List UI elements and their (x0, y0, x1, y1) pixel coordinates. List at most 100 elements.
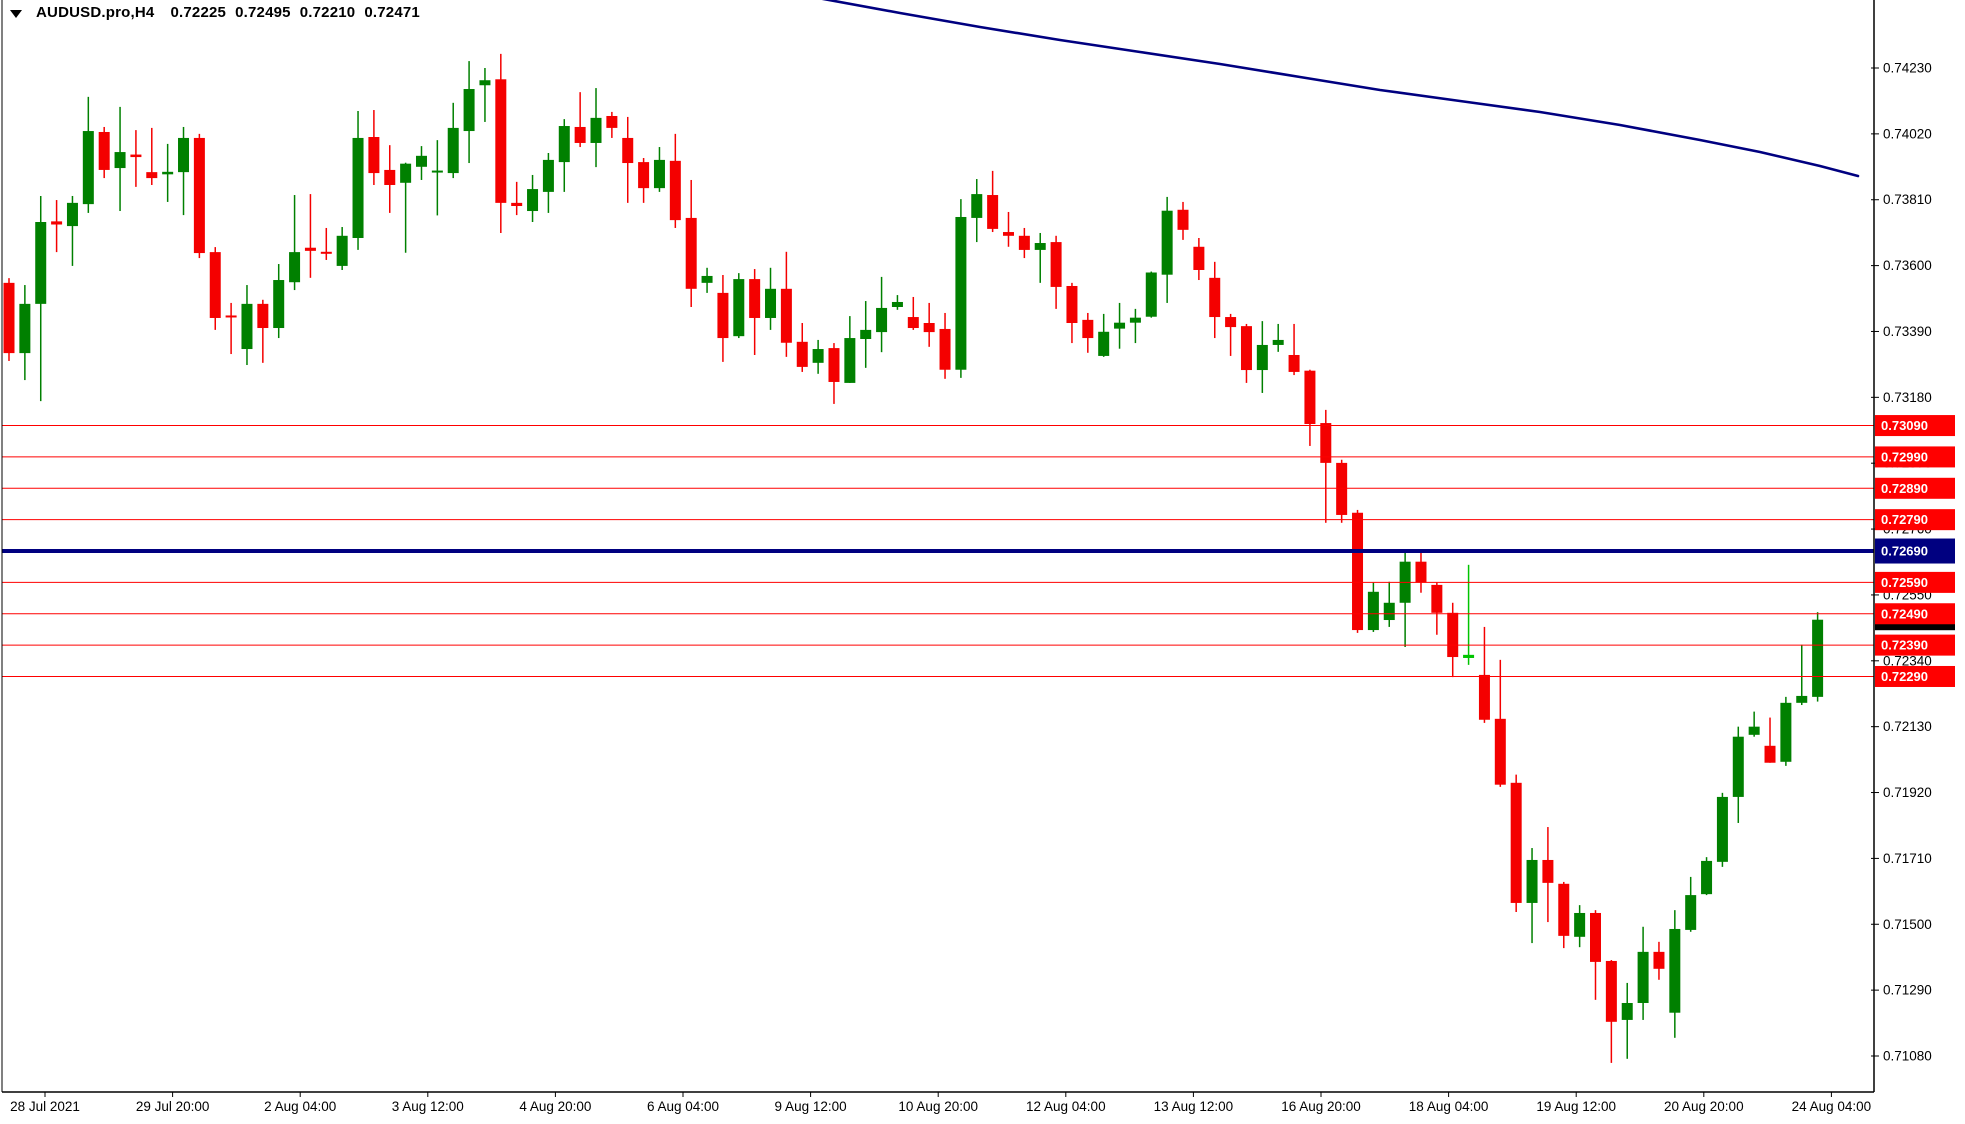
candle-body (1304, 370, 1316, 424)
candle (987, 170, 999, 233)
price-line-tag (1875, 603, 1955, 625)
candle-body (1494, 718, 1506, 785)
price-line-tag-label: 0.72490 (1881, 606, 1928, 621)
candle-body (1225, 317, 1237, 328)
candle-body (812, 349, 824, 363)
candle (225, 302, 237, 355)
candle-body (1002, 232, 1014, 236)
candle-body (891, 301, 903, 308)
candle (606, 111, 618, 138)
candle-body (1637, 951, 1649, 1003)
price-line-tags: 0.73090 0.72990 0.72890 0.72790 0.72690 0.725… (1875, 415, 1955, 687)
time-axis-label: 2 Aug 04:00 (264, 1099, 336, 1114)
candles-layer (3, 53, 1824, 1063)
candle (1478, 626, 1490, 723)
candle (1209, 261, 1221, 339)
candle (1225, 313, 1237, 356)
price-axis-label: 0.71500 (1883, 917, 1932, 932)
candle-body (1716, 796, 1728, 862)
candle (1399, 550, 1411, 647)
candle (971, 179, 983, 243)
candle (685, 179, 697, 308)
candle-body (558, 126, 570, 163)
candle (479, 68, 491, 122)
candle-body (860, 329, 872, 339)
candle (955, 199, 967, 378)
candle-body (1732, 736, 1744, 797)
candle (1415, 552, 1427, 593)
candle-body (1605, 960, 1617, 1022)
candle (289, 195, 301, 291)
candle-body (114, 152, 126, 169)
moving-average-line[interactable] (818, 0, 1860, 178)
price-line-tag-label: 0.72290 (1881, 669, 1928, 684)
candle-body (368, 137, 380, 174)
candle-body (1463, 654, 1475, 658)
ohlc-open-value: 0.72225 (170, 4, 227, 21)
candle-body (1653, 951, 1665, 969)
candle (3, 278, 15, 361)
price-axis-label: 0.72130 (1883, 719, 1932, 734)
candle (1780, 696, 1792, 766)
candle-body (241, 303, 253, 350)
candle (1304, 369, 1316, 446)
candle (701, 267, 713, 293)
time-axis-label: 16 Aug 20:00 (1281, 1099, 1361, 1114)
symbol-dropdown-icon[interactable] (10, 9, 22, 18)
candle (780, 251, 792, 357)
candle-body (733, 279, 745, 337)
time-axis[interactable]: 28 Jul 2021 29 Jul 20:00 2 Aug 04:00 3 Aug … (10, 1092, 1871, 1114)
candle (923, 302, 935, 347)
candle (352, 110, 364, 250)
candle (384, 145, 396, 213)
candle-body (51, 221, 63, 225)
candle (114, 106, 126, 212)
candle-body (987, 195, 999, 229)
candle (273, 264, 285, 339)
candle (51, 200, 63, 253)
candle-body (907, 317, 919, 329)
candle-body (400, 163, 412, 183)
candle (1082, 312, 1094, 353)
candle-body (431, 170, 443, 173)
candle-body (749, 279, 761, 318)
candle (1352, 509, 1364, 633)
candle-body (1542, 859, 1554, 883)
time-axis-label: 13 Aug 12:00 (1154, 1099, 1234, 1114)
candle-body (1367, 591, 1379, 631)
price-line-tag (1875, 415, 1955, 437)
candle-body (320, 251, 332, 254)
price-axis-label: 0.71920 (1883, 785, 1932, 800)
price-axis-label: 0.73180 (1883, 390, 1932, 405)
candle (1240, 323, 1252, 383)
candle (320, 227, 332, 260)
candle (765, 267, 777, 330)
candle-body (1701, 860, 1713, 895)
horizontal-lines-layer[interactable] (2, 425, 1874, 677)
candle-body (1288, 354, 1300, 372)
price-axis-label: 0.74230 (1883, 61, 1932, 76)
candle (1796, 644, 1808, 706)
time-axis-label: 29 Jul 20:00 (136, 1099, 210, 1114)
candle (1590, 910, 1601, 1000)
candle-body (1558, 883, 1570, 936)
candle-body (1098, 331, 1110, 356)
candle-body (653, 159, 665, 189)
candle (1716, 792, 1728, 867)
candle (35, 195, 47, 402)
candle-body (1352, 512, 1364, 631)
candle-body (622, 137, 634, 164)
candle-body (1415, 561, 1427, 583)
candle-body (209, 252, 221, 318)
candle (447, 102, 459, 179)
price-axis-label: 0.74020 (1883, 126, 1932, 141)
candle (19, 285, 31, 381)
candle-body (1320, 423, 1332, 463)
candle (891, 295, 903, 310)
time-axis-label: 6 Aug 04:00 (647, 1099, 719, 1114)
time-axis-label: 20 Aug 20:00 (1664, 1099, 1744, 1114)
candle (1367, 582, 1379, 632)
candle-body (384, 169, 396, 185)
candle (1669, 910, 1681, 1038)
